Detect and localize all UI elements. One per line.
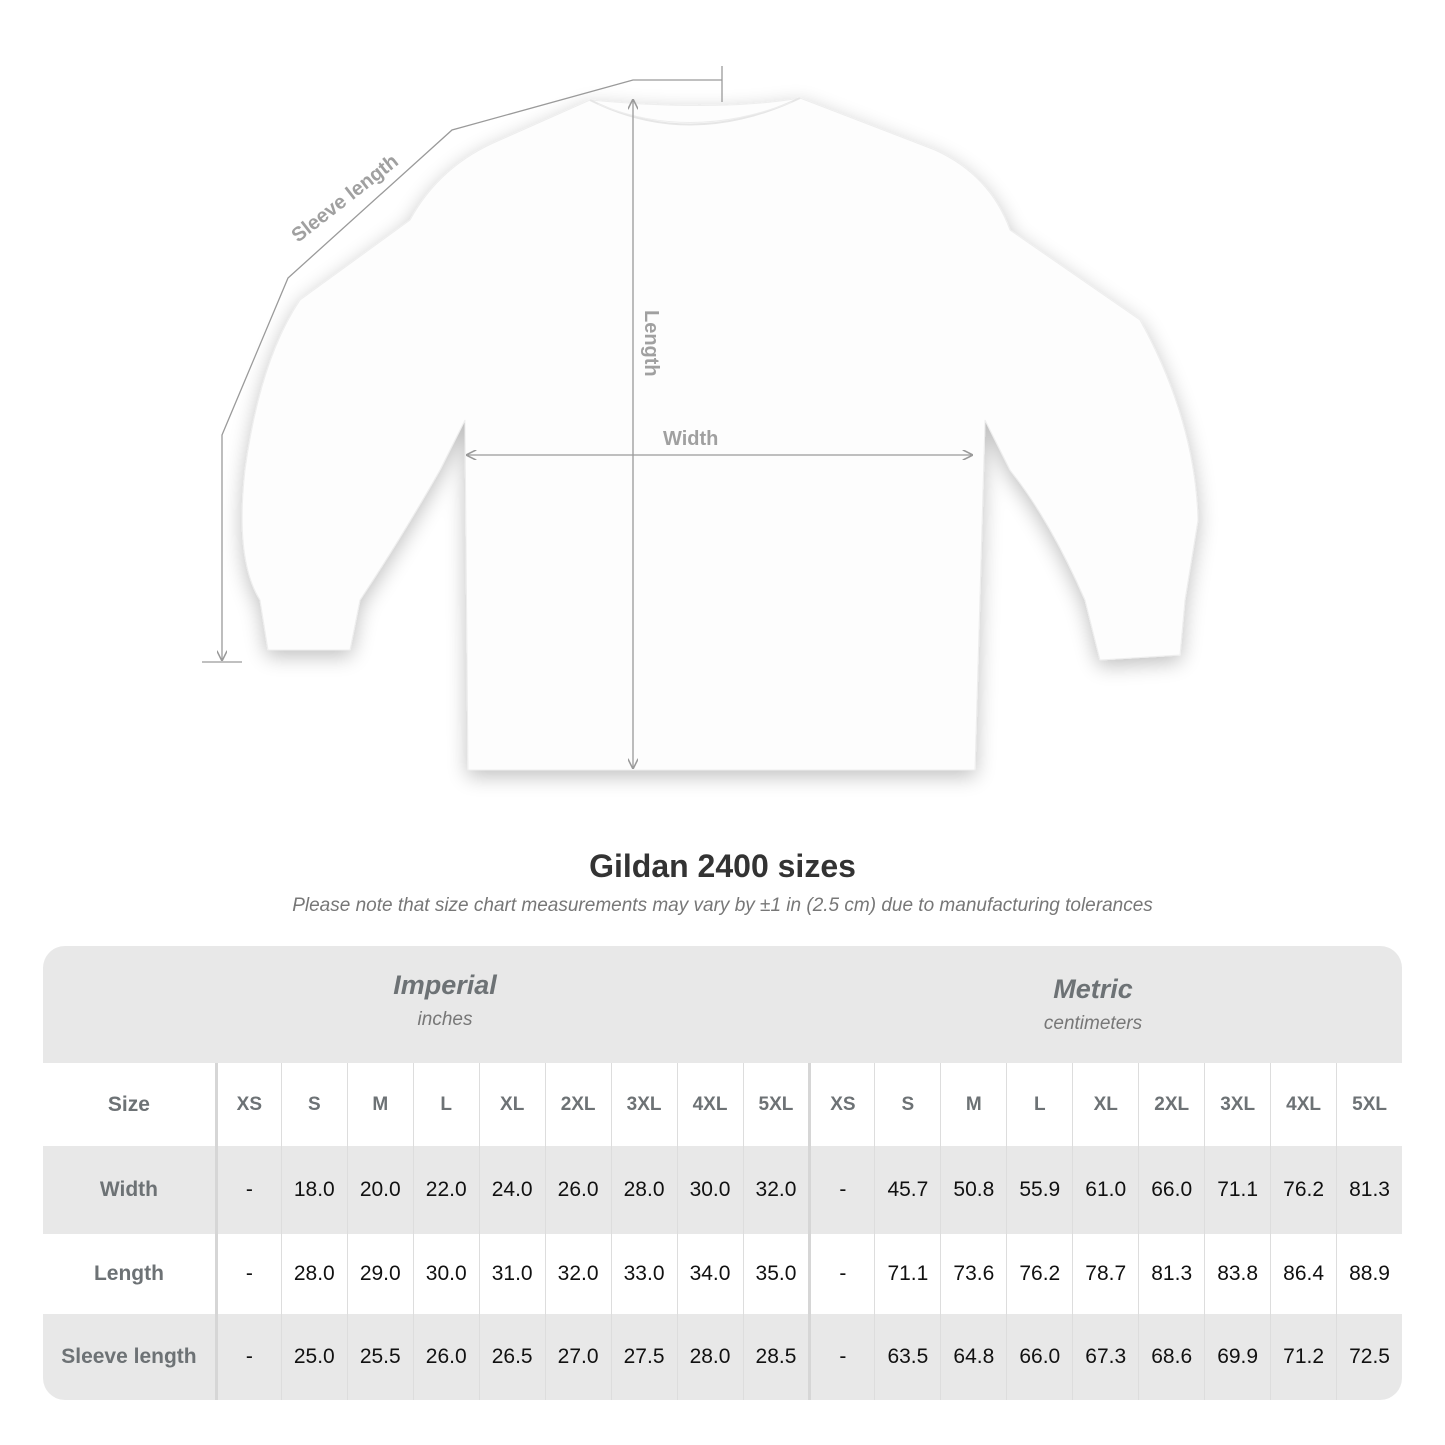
size-header-metric: 3XL: [1204, 1063, 1270, 1146]
metric-value-cell: 71.2: [1270, 1314, 1336, 1400]
tolerance-note: Please note that size chart measurements…: [292, 895, 1153, 916]
shirt-shape: [241, 97, 1199, 771]
imperial-value-cell: 26.0: [412, 1314, 479, 1400]
imperial-value-cell: -: [214, 1314, 281, 1400]
metric-value-cell: 66.0: [1006, 1314, 1072, 1400]
size-header-imperial: 2XL: [544, 1063, 611, 1146]
size-header-row: Size XS S M L XL 2XL 3XL 4XL 5XL XS S M L XL 2XL 3XL 4XL 5…: [43, 1063, 1402, 1146]
size-header-imperial: S: [280, 1063, 347, 1146]
row-label: Width: [99, 1178, 158, 1201]
row-label: Sleeve length: [61, 1345, 197, 1368]
size-header-imperial: 5XL: [742, 1063, 809, 1146]
metric-unit: centimeters: [1043, 1013, 1143, 1034]
metric-value-cell: 72.5: [1336, 1314, 1402, 1400]
metric-header: Metric centimeters: [863, 974, 1323, 1035]
unit-header-band: [43, 946, 1402, 1063]
imperial-value-cell: 25.5: [346, 1314, 413, 1400]
size-header-metric: S: [874, 1063, 940, 1146]
metric-value-cell: 88.9: [1336, 1234, 1402, 1314]
size-header-imperial: XS: [214, 1063, 281, 1146]
sleeve-length-label: Sleeve length: [288, 150, 403, 247]
metric-title: Metric: [1053, 974, 1133, 1004]
imperial-value-cell: 28.0: [610, 1146, 677, 1234]
imperial-value-cell: 28.0: [676, 1314, 743, 1400]
metric-value-cell: -: [808, 1314, 874, 1400]
imperial-value-cell: 34.0: [676, 1234, 743, 1314]
metric-value-cell: 50.8: [940, 1146, 1006, 1234]
metric-value-cell: 45.7: [874, 1146, 940, 1234]
page-title: Gildan 2400 sizes: [589, 848, 856, 884]
size-header-imperial: XL: [478, 1063, 545, 1146]
imperial-value-cell: 26.5: [478, 1314, 545, 1400]
metric-value-cell: 67.3: [1072, 1314, 1138, 1400]
metric-value-cell: 64.8: [940, 1314, 1006, 1400]
imperial-value-cell: 35.0: [742, 1234, 809, 1314]
imperial-value-cell: 26.0: [544, 1146, 611, 1234]
metric-value-cell: 86.4: [1270, 1234, 1336, 1314]
shirt-illustration: Sleeve length Length Width: [202, 66, 1199, 771]
imperial-value-cell: 27.0: [544, 1314, 611, 1400]
imperial-value-cell: 32.0: [544, 1234, 611, 1314]
size-table: Imperial inches Metric centimeters Size X…: [43, 946, 1402, 1400]
width-label: Width: [663, 428, 718, 450]
imperial-value-cell: 22.0: [412, 1146, 479, 1234]
size-header-imperial: L: [412, 1063, 479, 1146]
metric-value-cell: -: [808, 1234, 874, 1314]
imperial-value-cell: -: [214, 1234, 281, 1314]
imperial-value-cell: 30.0: [676, 1146, 743, 1234]
sleeve-length-guide: [202, 66, 723, 663]
metric-value-cell: 66.0: [1138, 1146, 1204, 1234]
imperial-value-cell: 25.0: [280, 1314, 347, 1400]
table-row: Sleeve length -25.0 25.5 26.0 26.5 27.0 27.5 28…: [43, 1314, 1402, 1400]
metric-value-cell: 55.9: [1006, 1146, 1072, 1234]
imperial-value-cell: -: [214, 1146, 281, 1234]
metric-value-cell: 81.3: [1336, 1146, 1402, 1234]
size-header-metric: 5XL: [1336, 1063, 1402, 1146]
metric-value-cell: 61.0: [1072, 1146, 1138, 1234]
imperial-title: Imperial: [393, 970, 497, 1000]
metric-value-cell: 76.2: [1270, 1146, 1336, 1234]
metric-value-cell: 71.1: [1204, 1146, 1270, 1234]
imperial-value-cell: 28.0: [280, 1234, 347, 1314]
row-label: Size: [107, 1092, 150, 1116]
size-header-metric: XL: [1072, 1063, 1138, 1146]
metric-value-cell: 81.3: [1138, 1234, 1204, 1314]
imperial-value-cell: 24.0: [478, 1146, 545, 1234]
imperial-unit: inches: [417, 1009, 473, 1030]
imperial-value-cell: 30.0: [412, 1234, 479, 1314]
imperial-value-cell: 20.0: [346, 1146, 413, 1234]
imperial-value-cell: 32.0: [742, 1146, 809, 1234]
size-header-metric: XS: [808, 1063, 874, 1146]
size-header-metric: 4XL: [1270, 1063, 1336, 1146]
metric-value-cell: 76.2: [1006, 1234, 1072, 1314]
table-row: Width -18.0 20.0 22.0 24.0 26.0 28.0 30.0 32.0-4…: [43, 1146, 1402, 1234]
size-header-metric: 2XL: [1138, 1063, 1204, 1146]
metric-value-cell: 68.6: [1138, 1314, 1204, 1400]
imperial-value-cell: 18.0: [280, 1146, 347, 1234]
imperial-value-cell: 27.5: [610, 1314, 677, 1400]
size-header-imperial: M: [346, 1063, 413, 1146]
size-header-imperial: 3XL: [610, 1063, 677, 1146]
size-header-metric: L: [1006, 1063, 1072, 1146]
imperial-value-cell: 31.0: [478, 1234, 545, 1314]
metric-value-cell: 73.6: [940, 1234, 1006, 1314]
metric-value-cell: -: [808, 1146, 874, 1234]
metric-value-cell: 78.7: [1072, 1234, 1138, 1314]
imperial-header: Imperial inches: [215, 970, 675, 1031]
table-row: Length -28.0 29.0 30.0 31.0 32.0 33.0 34.0 35.0-…: [43, 1234, 1402, 1314]
size-header-metric: M: [940, 1063, 1006, 1146]
length-label: Length: [640, 310, 662, 377]
metric-value-cell: 63.5: [874, 1314, 940, 1400]
metric-value-cell: 69.9: [1204, 1314, 1270, 1400]
row-label: Length: [93, 1262, 164, 1285]
metric-value-cell: 83.8: [1204, 1234, 1270, 1314]
size-header-imperial: 4XL: [676, 1063, 743, 1146]
imperial-value-cell: 33.0: [610, 1234, 677, 1314]
imperial-value-cell: 29.0: [346, 1234, 413, 1314]
metric-value-cell: 71.1: [874, 1234, 940, 1314]
imperial-value-cell: 28.5: [742, 1314, 809, 1400]
